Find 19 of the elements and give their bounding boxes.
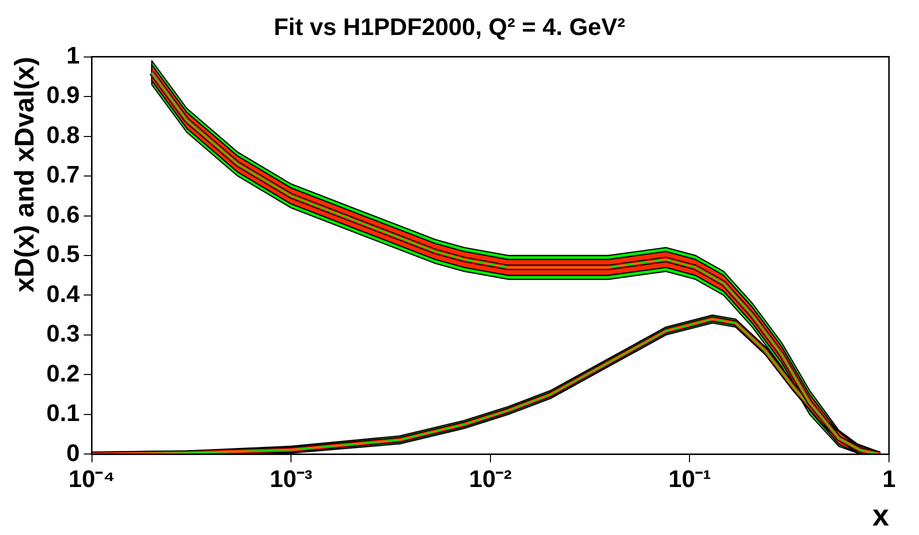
y-tick-label: 0.6 (46, 201, 80, 228)
y-tick-label: 1 (66, 42, 80, 70)
x-tick-label: 10⁻² (469, 466, 512, 494)
x-tick-label: 1 (882, 466, 896, 494)
x-tick-label: 10⁻³ (270, 466, 312, 494)
chart-title: Fit vs H1PDF2000, Q² = 4. GeV² (274, 14, 626, 42)
y-tick-label: 0.7 (46, 162, 80, 189)
y-tick-label: 0.4 (46, 280, 80, 308)
x-tick-label: 10⁻⁴ (68, 466, 116, 494)
y-tick-label: 0.3 (46, 320, 80, 348)
y-axis-title: xD(x) and xDval(x) (10, 56, 40, 292)
x-axis-title: x (872, 499, 890, 532)
y-tick-label: 0.5 (46, 241, 80, 268)
x-tick-label: 10⁻¹ (668, 466, 712, 494)
y-tick-label: 0.1 (46, 400, 80, 428)
y-tick-label: 0.9 (46, 82, 80, 110)
y-tick-label: 0.8 (46, 122, 80, 149)
y-tick-label: 0.2 (46, 360, 80, 388)
y-tick-label: 0 (66, 440, 80, 467)
